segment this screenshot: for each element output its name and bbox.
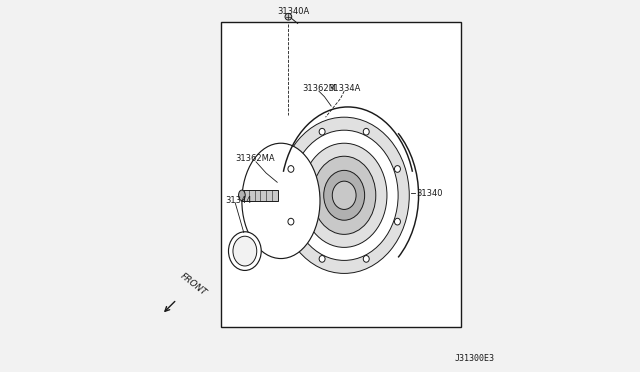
Text: 31362MA: 31362MA [235,154,275,163]
Text: FRONT: FRONT [179,272,209,298]
FancyBboxPatch shape [242,190,278,201]
Ellipse shape [312,156,376,234]
Ellipse shape [285,13,292,20]
Text: 31344: 31344 [225,196,252,205]
Ellipse shape [279,117,410,273]
Ellipse shape [233,236,257,266]
Text: 31340: 31340 [417,189,444,198]
Ellipse shape [394,166,401,172]
Ellipse shape [324,170,365,220]
Ellipse shape [242,143,320,259]
Text: 31362M: 31362M [303,84,337,93]
Ellipse shape [394,218,401,225]
Ellipse shape [288,218,294,225]
Ellipse shape [319,128,325,135]
Ellipse shape [364,256,369,262]
Ellipse shape [228,232,261,270]
Ellipse shape [332,181,356,209]
Text: 31340A: 31340A [277,7,310,16]
Ellipse shape [239,190,245,201]
Ellipse shape [290,130,398,260]
Ellipse shape [364,128,369,135]
Ellipse shape [288,166,294,172]
Ellipse shape [301,143,387,247]
Text: 31334A: 31334A [328,84,361,93]
Text: J31300E3: J31300E3 [455,354,495,363]
Bar [221,22,461,327]
Ellipse shape [319,256,325,262]
